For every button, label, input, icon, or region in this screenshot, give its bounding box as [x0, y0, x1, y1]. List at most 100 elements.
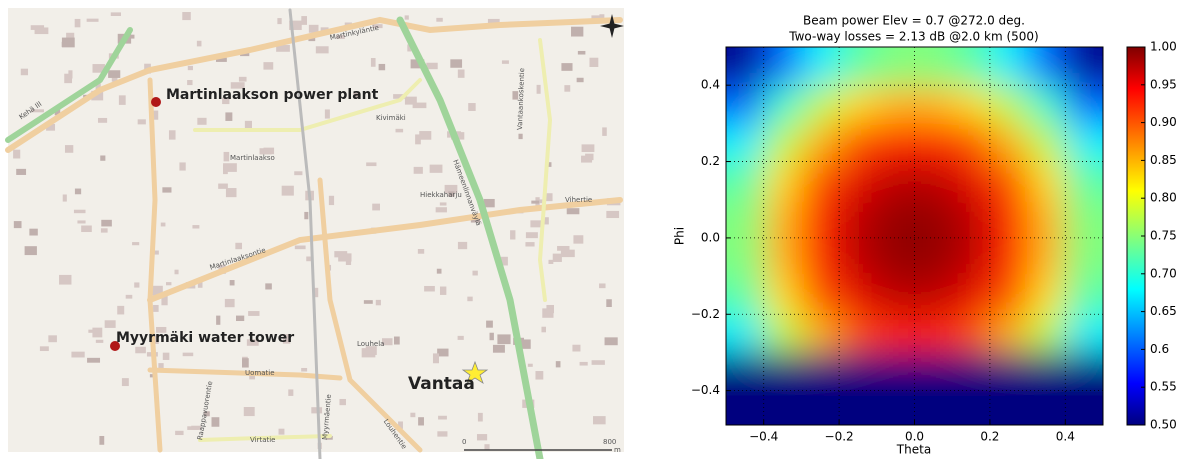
- building: [197, 118, 206, 125]
- heatmap-cell: [839, 85, 877, 124]
- building: [75, 19, 81, 27]
- building: [394, 337, 400, 345]
- building: [437, 431, 447, 436]
- place-label: Myyrmäki water tower: [116, 330, 294, 346]
- building: [497, 334, 510, 344]
- heatmap-cell: [877, 85, 915, 124]
- heatmap-cell: [990, 238, 1028, 277]
- building: [134, 282, 139, 287]
- heatmap-cell: [877, 200, 915, 239]
- building: [277, 18, 281, 24]
- building: [564, 85, 570, 92]
- building: [306, 257, 311, 262]
- heatmap-cell: [764, 200, 802, 239]
- heatmap-cell: [915, 238, 953, 277]
- heatmap-cell: [990, 123, 1028, 162]
- building: [477, 434, 487, 440]
- heatmap-cell: [686, 7, 764, 86]
- building: [525, 242, 534, 246]
- building: [132, 242, 139, 245]
- street-label: Hiekkaharju: [420, 191, 462, 199]
- x-tick-label: −0.4: [749, 430, 778, 444]
- building: [493, 345, 505, 353]
- building: [87, 358, 100, 363]
- heatmap-cell: [915, 123, 953, 162]
- building: [96, 340, 103, 343]
- heatmap-cell: [839, 200, 877, 239]
- building: [179, 162, 185, 170]
- heatmap-cell: [1028, 276, 1066, 315]
- heatmap-cell: [1028, 85, 1066, 124]
- building: [62, 38, 75, 48]
- building: [230, 280, 235, 285]
- building: [599, 283, 605, 288]
- building: [573, 235, 583, 243]
- building: [295, 246, 306, 250]
- colorbar-tick-label: 0.95: [1150, 77, 1177, 91]
- heatmap-cell: [764, 238, 802, 277]
- x-tick-label: 0.2: [980, 430, 999, 444]
- heatmap-cell: [686, 162, 764, 201]
- building: [248, 311, 259, 316]
- heatmap-cell: [952, 352, 990, 391]
- building: [606, 211, 619, 218]
- colorbar-tick-label: 0.80: [1150, 191, 1177, 205]
- heatmap-cell: [915, 314, 953, 353]
- heatmap-cell: [952, 85, 990, 124]
- heatmap-cell: [952, 276, 990, 315]
- building: [329, 196, 334, 205]
- heatmap-cell: [686, 123, 764, 162]
- building: [223, 163, 237, 172]
- x-axis-label: Theta: [896, 443, 931, 457]
- heatmap-cell: [801, 85, 839, 124]
- heatmap-cell: [952, 123, 990, 162]
- colorbar-tick-label: 0.50: [1150, 418, 1177, 432]
- building: [472, 271, 477, 276]
- building: [593, 416, 606, 424]
- building: [436, 18, 442, 22]
- building: [580, 362, 588, 366]
- building: [99, 436, 104, 445]
- building: [578, 51, 586, 55]
- building: [526, 232, 538, 238]
- building: [158, 363, 163, 368]
- street-label: Kivimäki: [376, 114, 406, 122]
- map: Martinlaakson power plant Myyrmäki water…: [0, 0, 628, 459]
- building: [556, 361, 561, 367]
- heatmap-cell: [877, 276, 915, 315]
- heatmap-cell: [764, 276, 802, 315]
- building: [371, 58, 376, 67]
- heatmap-cell: [801, 123, 839, 162]
- street-label: Martinlaakso: [230, 154, 275, 162]
- heatmap-cell: [839, 276, 877, 315]
- building: [126, 295, 133, 299]
- colorbar-tick-label: 0.70: [1150, 266, 1177, 280]
- building: [438, 416, 447, 420]
- building: [467, 297, 472, 302]
- heatmap-cell: [952, 200, 990, 239]
- building: [557, 246, 569, 251]
- building: [105, 320, 116, 328]
- heatmap-cell: [686, 200, 764, 239]
- y-tick-label: 0.0: [701, 230, 720, 244]
- building: [175, 270, 179, 275]
- heatmap-cell: [801, 352, 839, 391]
- colorbar-tick-label: 0.65: [1150, 304, 1177, 318]
- building: [592, 360, 605, 365]
- building: [225, 112, 232, 121]
- heatmap-cell: [801, 276, 839, 315]
- heatmap-cell: [877, 352, 915, 391]
- building: [111, 12, 121, 16]
- heatmap-cell: [915, 162, 953, 201]
- page: Martinlaakson power plant Myyrmäki water…: [0, 0, 1183, 459]
- building: [405, 15, 409, 19]
- building: [13, 150, 20, 159]
- heatmap-cell: [1028, 162, 1066, 201]
- building: [197, 41, 202, 47]
- y-tick-label: −0.2: [691, 307, 720, 321]
- building: [59, 275, 71, 285]
- heatmap-cell: [990, 85, 1028, 124]
- building: [212, 417, 220, 427]
- building: [510, 230, 515, 239]
- building: [166, 282, 171, 285]
